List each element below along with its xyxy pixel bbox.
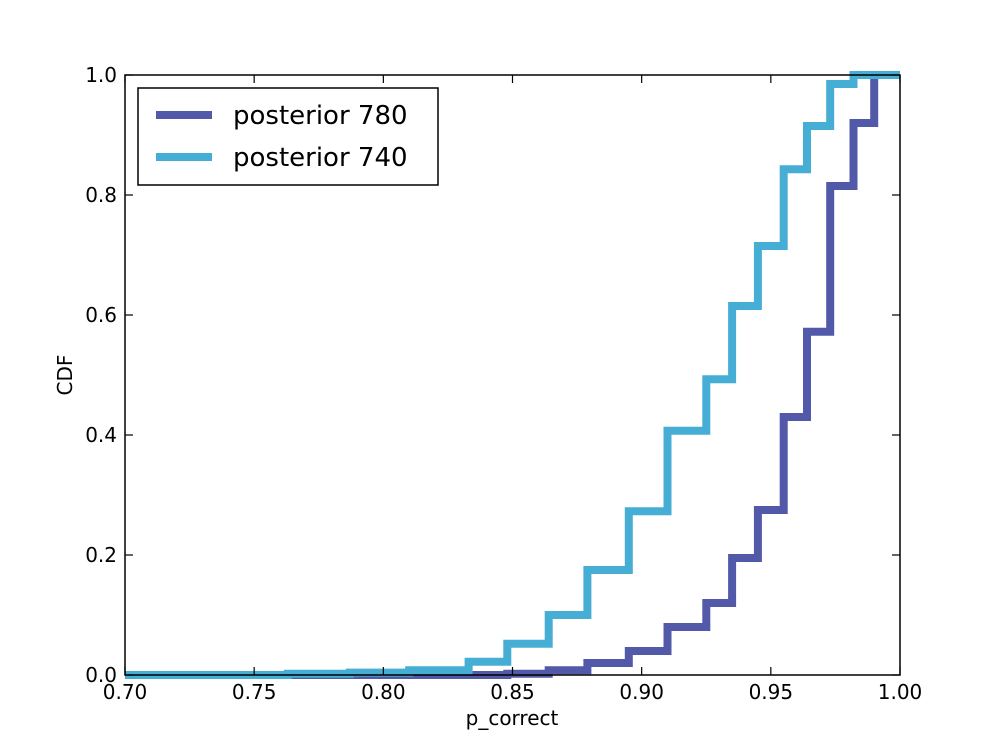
legend: posterior 780 posterior 740	[137, 87, 439, 186]
y-tick-label: 0.4	[85, 423, 117, 447]
x-tick-label: 0.80	[361, 680, 406, 704]
y-tick-label: 0.2	[85, 543, 117, 567]
x-tick-label: 0.75	[232, 680, 277, 704]
tick-layer: 0.70 0.75 0.80 0.85 0.90 0.95 1.00 0.0 0.2 0.4 0.6…	[85, 63, 922, 704]
legend-label-1: posterior 780	[233, 101, 408, 131]
y-tick-label: 0.0	[85, 663, 117, 687]
x-tick-label: 0.90	[619, 680, 664, 704]
series-layer	[125, 71, 900, 679]
y-tick-label: 0.8	[85, 183, 117, 207]
y-axis-title: CDF	[53, 355, 77, 396]
series-line-1	[125, 71, 900, 679]
x-axis-title: p_correct	[466, 706, 559, 730]
x-tick-label: 0.85	[490, 680, 535, 704]
x-tick-label: 0.70	[103, 680, 148, 704]
legend-label-2: posterior 740	[233, 143, 408, 173]
series-line-2	[125, 71, 900, 679]
y-tick-label: 1.0	[85, 63, 117, 87]
y-tick-label: 0.6	[85, 303, 117, 327]
x-tick-label: 1.00	[878, 680, 923, 704]
x-tick-label: 0.95	[749, 680, 794, 704]
legend-box	[137, 87, 439, 186]
